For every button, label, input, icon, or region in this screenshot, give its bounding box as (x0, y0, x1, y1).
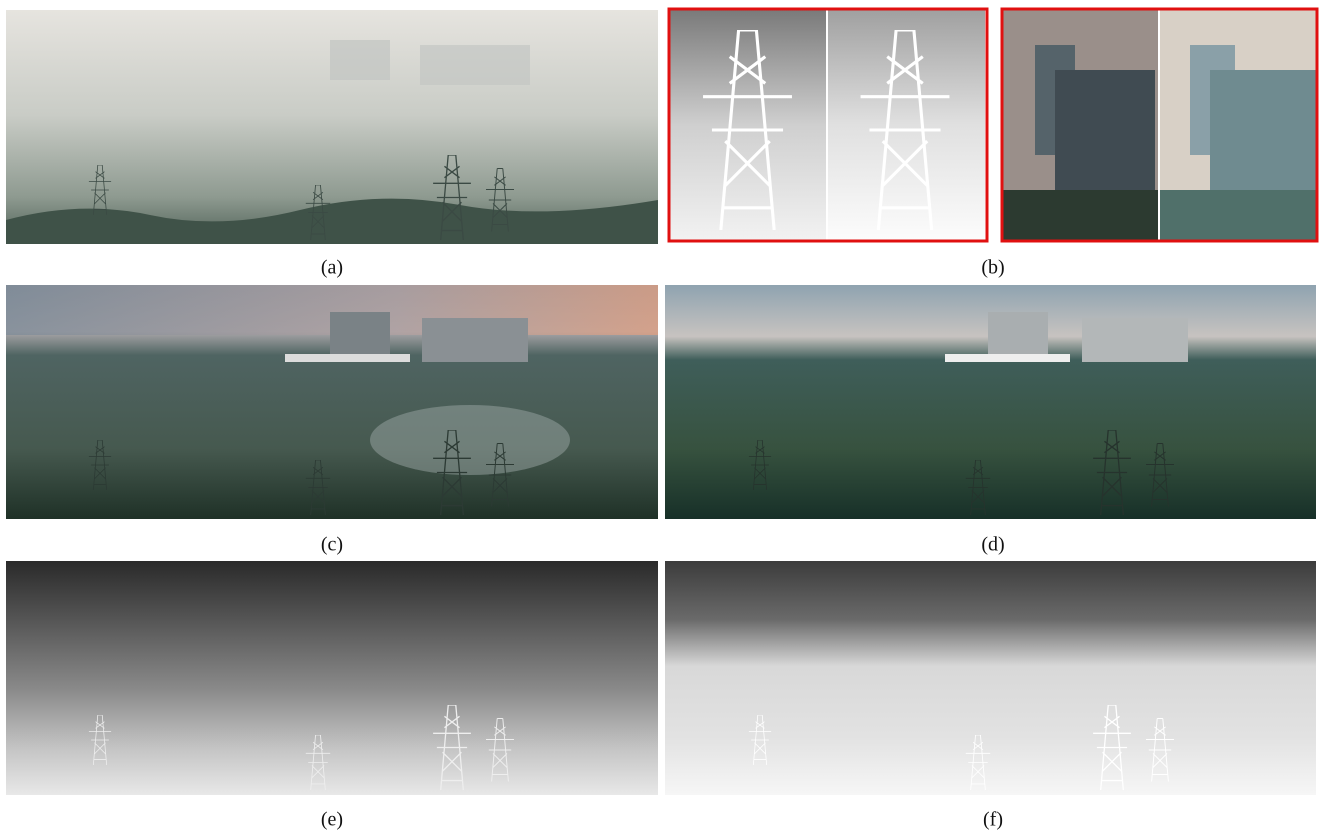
image-e (6, 561, 658, 795)
caption: (a) (321, 257, 343, 279)
figure: (a) (b) (c) (d) (e) (f) (0, 0, 1320, 832)
image-f (665, 561, 1316, 795)
caption: (e) (321, 809, 343, 831)
image-d (665, 285, 1316, 519)
caption: (f) (983, 809, 1003, 831)
image-a (6, 10, 658, 244)
caption: (c) (321, 534, 343, 556)
zoom-b (1002, 9, 1317, 241)
zoom-a (669, 9, 987, 241)
caption: (d) (981, 534, 1004, 556)
image-c (6, 285, 658, 519)
caption: (b) (981, 257, 1004, 279)
